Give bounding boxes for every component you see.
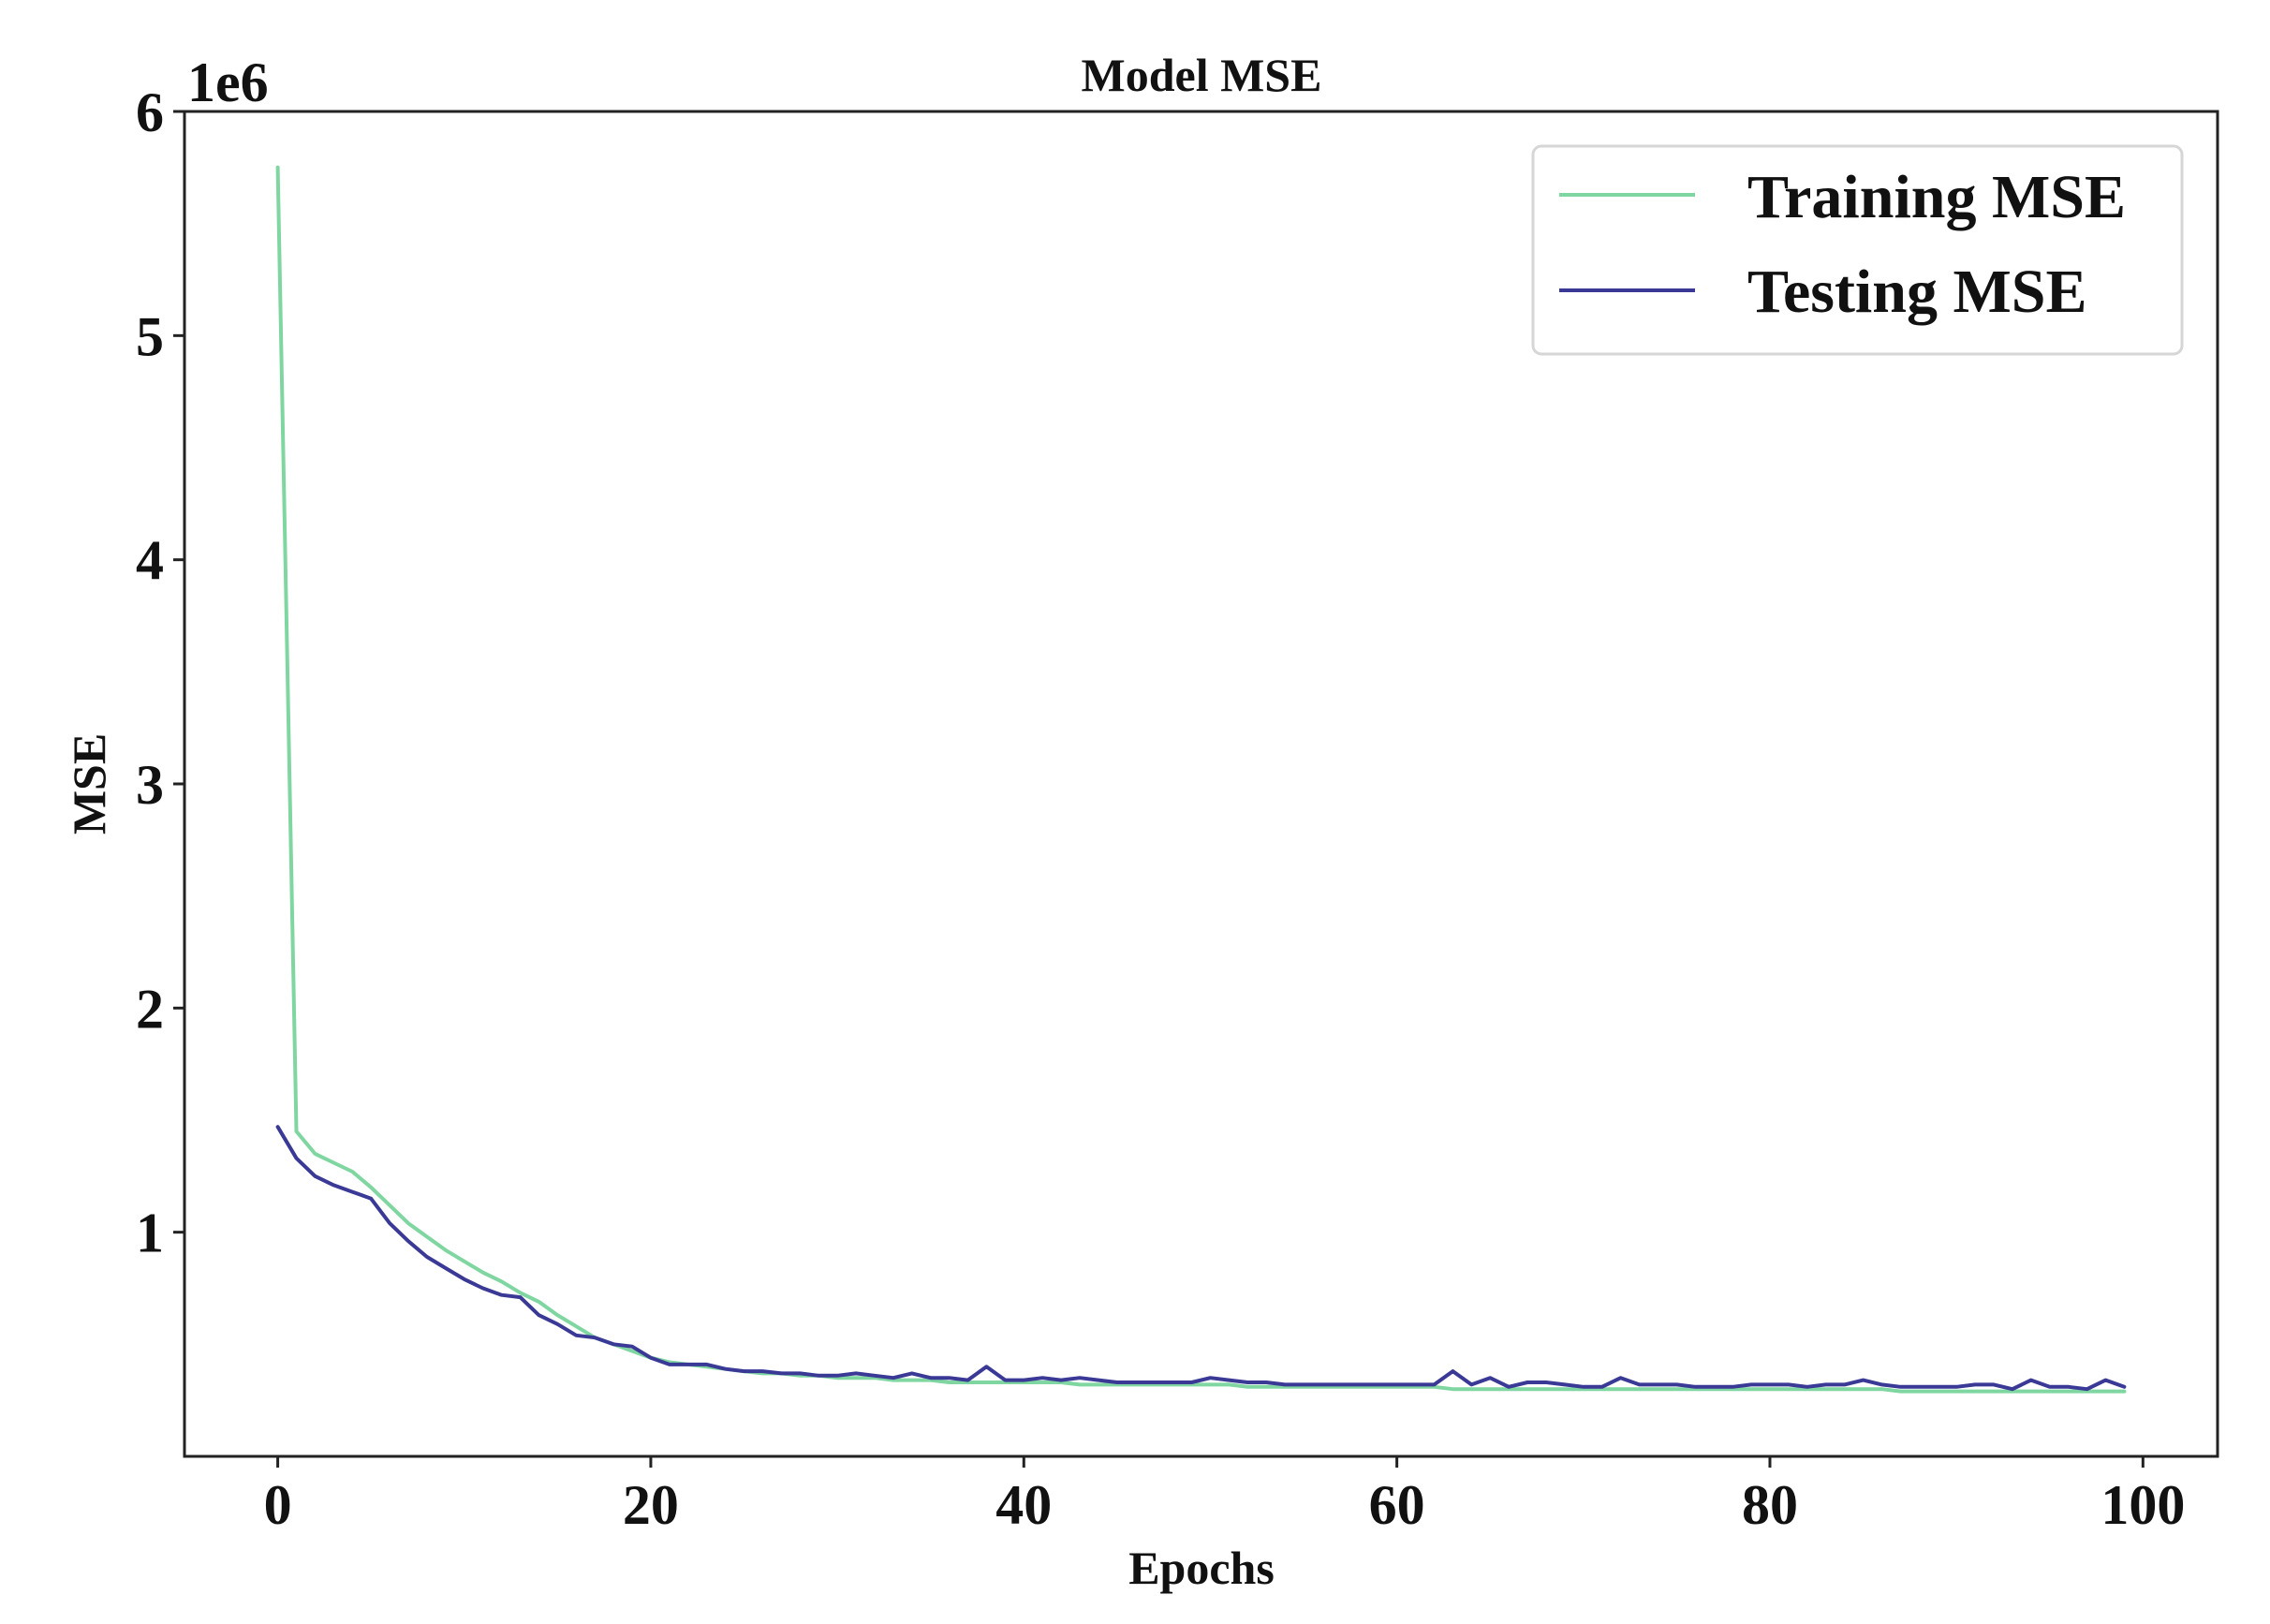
series-layer: [275, 165, 2127, 1394]
legend-box: [1531, 144, 2184, 356]
y-tick-label: 2: [136, 978, 164, 1040]
series-line-testing-mse: [275, 1125, 2127, 1392]
legend: Training MSE Testing MSE: [1531, 144, 2184, 356]
y-tick-label: 1: [136, 1203, 164, 1264]
x-axis-ticks: 0 20 40 60 80 100: [264, 1456, 2185, 1536]
x-tick-label: 100: [2100, 1474, 2185, 1536]
series-line-training-mse: [275, 165, 2127, 1394]
x-tick-label: 20: [623, 1474, 679, 1536]
y-axis-ticks: 1 2 3 4 5 6: [136, 81, 184, 1264]
x-tick-label: 60: [1369, 1474, 1425, 1536]
legend-label-testing-mse: Testing MSE: [1747, 258, 2086, 326]
legend-label-training-mse: Training MSE: [1747, 163, 2126, 231]
y-tick-label: 3: [136, 754, 164, 816]
y-axis-offset-label: 1e6: [187, 52, 269, 113]
x-tick-label: 80: [1742, 1474, 1798, 1536]
x-axis-title: Epochs: [1128, 1542, 1275, 1594]
y-axis-title: MSE: [63, 733, 115, 834]
y-tick-label: 4: [136, 530, 164, 592]
y-tick-label: 5: [136, 305, 164, 367]
x-tick-label: 40: [995, 1474, 1052, 1536]
chart-title: Model MSE: [1082, 49, 1322, 101]
x-tick-label: 0: [264, 1474, 292, 1536]
y-tick-label: 6: [136, 81, 164, 143]
